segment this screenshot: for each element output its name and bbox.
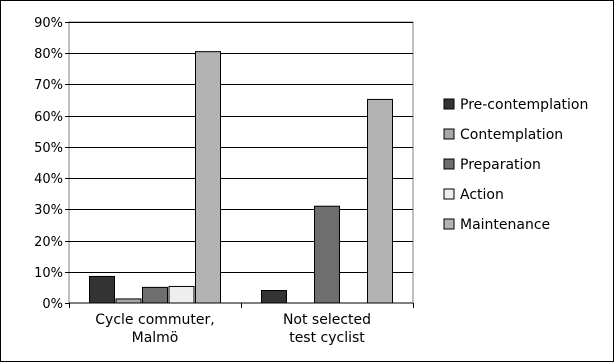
y-tick-label: 10% [34, 266, 63, 281]
x-axis-categories: Cycle commuter, Malmö Not selected test cyc… [70, 303, 414, 346]
category-label: Cycle commuter, [95, 312, 214, 328]
legend-swatch [444, 99, 454, 109]
bar-pre-contemplation-1 [262, 291, 287, 303]
y-tick-label: 50% [34, 141, 63, 156]
y-tick-label: 60% [34, 110, 63, 125]
legend-label: Preparation [460, 157, 541, 173]
legend-label: Pre-contemplation [460, 97, 588, 113]
legend-swatch [444, 159, 454, 169]
legend-label: Contemplation [460, 127, 563, 143]
bar-maintenance-0 [196, 52, 221, 303]
bar-pre-contemplation-0 [90, 276, 115, 303]
bar-contemplation-0 [116, 299, 141, 303]
y-tick-label: 20% [34, 235, 63, 250]
category-label: Not selected [283, 312, 371, 328]
y-tick-label: 30% [34, 203, 63, 218]
category-label: Malmö [132, 330, 179, 346]
plot-area [69, 22, 413, 303]
y-axis-ticks: 0% 10% 20% 30% 40% 50% 60% 70% 80% 90% [34, 16, 69, 312]
legend-label: Action [460, 187, 504, 203]
bar-action-0 [169, 286, 194, 303]
legend-swatch [444, 129, 454, 139]
legend: Pre-contemplation Contemplation Preparatio… [444, 97, 588, 233]
bar-preparation-0 [143, 287, 168, 303]
category-label: test cyclist [289, 330, 365, 346]
bar-preparation-1 [315, 206, 340, 303]
y-tick-label: 70% [34, 78, 63, 93]
legend-swatch [444, 219, 454, 229]
legend-label: Maintenance [460, 217, 550, 233]
bar-maintenance-1 [368, 99, 393, 303]
y-tick-label: 90% [34, 16, 63, 31]
y-tick-label: 80% [34, 47, 63, 62]
legend-swatch [444, 189, 454, 199]
y-tick-label: 0% [42, 297, 63, 312]
y-tick-label: 40% [34, 172, 63, 187]
